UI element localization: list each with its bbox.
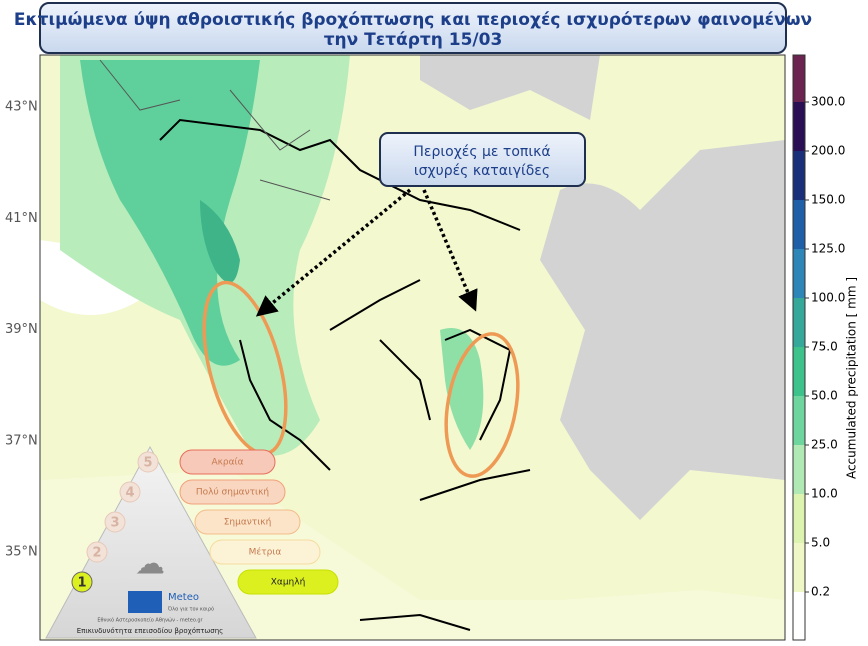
callout-text: ισχυρές καταιγίδες [414,163,550,179]
colorbar-tick-label: 100.0 [811,291,845,305]
colorbar-tick-label: 125.0 [811,242,845,256]
risk-level-label: Ακραία [211,458,243,468]
latitude-label: 37°N [5,433,38,448]
colorbar-tick-label: 75.0 [811,340,838,354]
outside-domain [540,140,785,520]
risk-level-bar [194,509,301,535]
arrow [422,189,478,312]
risk-level-label: Σημαντική [224,518,272,528]
colorbar-tick-label: 0.2 [811,585,830,599]
colorbar-segment [793,396,805,445]
logo-text: Meteo [168,592,199,603]
risk-level-label: Χαμηλή [271,578,306,588]
colorbar-tick-label: 150.0 [811,193,845,207]
title-box [39,2,787,54]
colorbar-label: Accumulated precipitation [ mm ] [845,277,859,479]
colorbar-tick-label: 200.0 [811,144,845,158]
colorbar-tick-label: 300.0 [811,95,845,109]
colorbar-segment [793,151,805,200]
outside-domain [420,55,600,120]
legend-caption: Επικινδυνότητα επεισοδίου βροχόπτωσης [77,627,224,635]
risk-level-bar [179,449,276,475]
risk-level-badge [86,541,108,563]
latitude-label: 35°N [5,545,38,560]
risk-level-number: 3 [110,516,119,531]
risk-level-badge [104,511,126,533]
precipitation-area [440,328,484,450]
colorbar-tick-label: 10.0 [811,487,838,501]
risk-level-badge [71,571,93,593]
risk-level-badge [119,481,141,503]
callout-text: Περιοχές με τοπικά [413,144,550,160]
source-text: Εθνικό Αστεροσκοπείο Αθηνών - meteo.gr [97,617,203,624]
highlight-ellipse [444,332,520,478]
callout-box [379,132,586,187]
arrow [255,188,412,317]
logo-mark [128,591,162,613]
rain-icon: ☁ [135,547,165,582]
risk-level-number: 5 [143,456,152,471]
colorbar-segment [793,494,805,543]
colorbar-tick-label: 50.0 [811,389,838,403]
risk-level-number: 2 [92,546,101,561]
title: την Τετάρτη 15/03 [324,30,503,50]
border [99,59,331,201]
risk-level-number: 1 [77,576,86,591]
map-frame [39,54,786,641]
colorbar-segment [793,200,805,249]
colorbar-segment [793,102,805,151]
latitude-label: 39°N [5,322,38,337]
colorbar-tick-label: 25.0 [811,438,838,452]
risk-level-badge [137,451,159,473]
colorbar-segment [793,592,805,640]
risk-level-label: Μέτρια [249,547,282,558]
colorbar-segment [793,347,805,396]
logo-slogan: Όλα για τον καιρό [167,606,214,613]
colorbar-segment [793,249,805,298]
risk-level-bar [179,479,286,505]
colorbar-segment [793,55,805,102]
colorbar-segment [793,543,805,592]
colorbar-segment [793,298,805,347]
risk-level-bar [237,569,339,595]
risk-level-number: 4 [125,486,134,501]
risk-level-label: Πολύ σημαντική [196,487,269,498]
precipitation-area [200,200,240,283]
colorbar-segment [793,445,805,494]
latitude-label: 41°N [5,211,38,226]
latitude-label: 43°N [5,100,38,115]
title: Εκτιμώμενα ύψη αθροιστικής βροχόπτωσης κ… [14,10,812,30]
colorbar-tick-label: 5.0 [811,536,830,550]
risk-level-bar [209,539,321,565]
